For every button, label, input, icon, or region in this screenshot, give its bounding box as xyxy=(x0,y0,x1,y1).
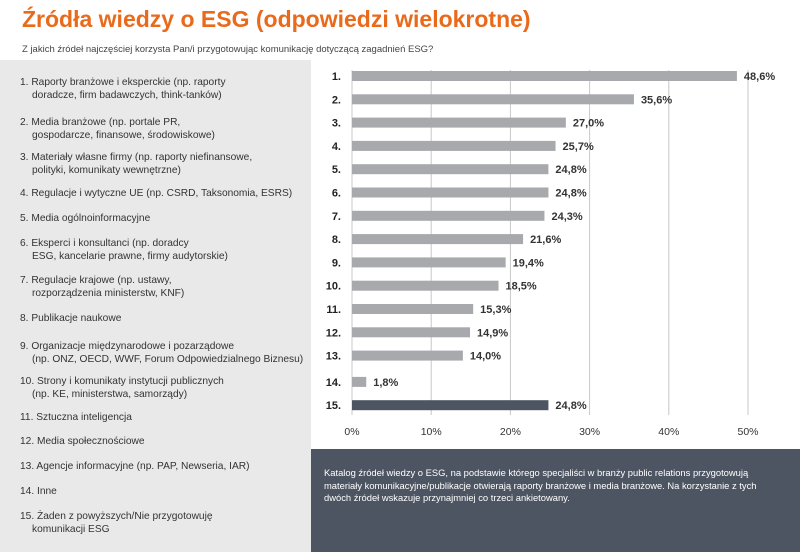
category-label: 12. xyxy=(326,327,341,339)
legend-panel: 1. Raporty branżowe i eksperckie (np. ra… xyxy=(0,60,311,552)
bar xyxy=(352,94,634,105)
legend-item-label: 14. Inne xyxy=(20,486,57,497)
data-label: 27,0% xyxy=(573,118,604,130)
legend-item: 11. Sztuczna inteligencja xyxy=(20,411,306,424)
data-label: 25,7% xyxy=(563,141,594,153)
bar xyxy=(352,304,474,314)
data-label: 21,6% xyxy=(530,234,561,246)
bar xyxy=(352,164,549,175)
data-label: 19,4% xyxy=(513,257,544,269)
category-label: 14. xyxy=(326,377,341,389)
category-label: 4. xyxy=(332,141,341,153)
bar xyxy=(352,350,463,361)
category-label: 11. xyxy=(326,304,341,316)
legend-item: 7. Regulacje krajowe (np. ustawy, rozporz… xyxy=(20,274,306,300)
category-label: 1. xyxy=(332,71,341,83)
legend-item: 5. Media ogólnoinformacyjne xyxy=(20,212,306,225)
data-label: 14,0% xyxy=(470,351,501,363)
legend-item: 1. Raporty branżowe i eksperckie (np. ra… xyxy=(20,76,306,102)
data-label: 24,3% xyxy=(551,211,582,223)
category-label: 10. xyxy=(326,281,341,293)
legend-item-label: 10. Strony i komunikaty instytucji publi… xyxy=(20,376,224,387)
legend-item: 6. Eksperci i konsultanci (np. doradcy ES… xyxy=(20,237,306,263)
bar xyxy=(352,400,549,411)
bar xyxy=(352,280,499,291)
legend-item: 15. Żaden z powyższych/Nie przygotowuję k… xyxy=(20,510,306,536)
bar-chart: 0% 10% 20% 30% 40% 50% 1. 48,6% 2. 35,6% 3. 27,0% 4.… xyxy=(326,70,775,438)
category-label: 2. xyxy=(332,94,341,106)
legend-item-label: 2. Media branżowe (np. portale PR, xyxy=(20,117,181,128)
bar xyxy=(352,257,506,268)
legend-item-label: 9. Organizacje międzynarodowe i pozarząd… xyxy=(20,341,235,352)
legend-item: 8. Publikacje naukowe xyxy=(20,312,306,325)
category-label: 15. xyxy=(326,400,341,412)
legend-item-label: 4. Regulacje i wytyczne UE (np. CSRD, Ta… xyxy=(20,188,293,199)
legend-item-label: 3. Materiały własne firmy (np. raporty n… xyxy=(20,152,253,163)
x-tick-label: 40% xyxy=(658,426,679,438)
legend-item-label-continued: polityki, komunikaty wewnętrzne) xyxy=(32,165,181,176)
legend-item-label-continued: doradcze, firm badawczych, think-tanków) xyxy=(32,90,222,101)
x-tick-label: 20% xyxy=(500,426,521,438)
legend-item-label-continued: komunikacji ESG xyxy=(32,524,110,535)
legend-item-label-continued: (np. KE, ministerstwa, samorządy) xyxy=(32,389,188,400)
data-label: 15,3% xyxy=(480,304,511,316)
data-label: 14,9% xyxy=(477,327,508,339)
legend-item-label: 5. Media ogólnoinformacyjne xyxy=(20,213,151,224)
legend-item-label: 7. Regulacje krajowe (np. ustawy, xyxy=(20,275,172,286)
bar xyxy=(352,117,566,128)
legend-item-label: 13. Agencje informacyjne (np. PAP, Newse… xyxy=(20,461,250,472)
legend-item-label: 12. Media społecznościowe xyxy=(20,436,145,447)
legend-item-label-continued: gospodarcze, finansowe, środowiskowe) xyxy=(32,130,215,141)
note-panel: Katalog źródeł wiedzy o ESG, na podstawi… xyxy=(311,449,800,552)
bar xyxy=(352,187,549,198)
legend-item: 14. Inne xyxy=(20,485,306,498)
legend-item-label: 6. Eksperci i konsultanci (np. doradcy xyxy=(20,238,189,249)
legend-item: 12. Media społecznościowe xyxy=(20,435,306,448)
data-label: 35,6% xyxy=(641,94,672,106)
data-label: 1,8% xyxy=(373,377,398,389)
legend-item-label: 1. Raporty branżowe i eksperckie (np. ra… xyxy=(20,77,226,88)
legend-item-label: 15. Żaden z powyższych/Nie przygotowuję xyxy=(20,511,213,522)
bar xyxy=(352,210,545,221)
legend-item: 13. Agencje informacyjne (np. PAP, Newse… xyxy=(20,460,306,473)
page-title: Źródła wiedzy o ESG (odpowiedzi wielokro… xyxy=(22,6,531,32)
bar xyxy=(352,234,524,245)
bar xyxy=(352,71,737,81)
data-label: 24,8% xyxy=(555,164,586,176)
category-label: 6. xyxy=(332,188,341,200)
note-text: Katalog źródeł wiedzy o ESG, na podstawi… xyxy=(324,467,757,503)
bar xyxy=(352,140,556,151)
x-tick-label: 30% xyxy=(579,426,600,438)
category-label: 7. xyxy=(332,211,341,223)
legend-item-label-continued: (np. ONZ, OECD, WWF, Forum Odpowiedzialn… xyxy=(32,354,304,365)
data-label: 48,6% xyxy=(744,71,775,83)
legend-item: 10. Strony i komunikaty instytucji publi… xyxy=(20,375,306,401)
bar xyxy=(352,376,367,387)
category-label: 5. xyxy=(332,164,341,176)
legend-item-label: 11. Sztuczna inteligencja xyxy=(20,412,132,423)
data-label: 18,5% xyxy=(506,281,537,293)
data-label: 24,8% xyxy=(555,188,586,200)
category-label: 8. xyxy=(332,234,341,246)
category-label: 9. xyxy=(332,257,341,269)
category-label: 3. xyxy=(332,118,341,130)
legend-item: 9. Organizacje międzynarodowe i pozarząd… xyxy=(20,340,306,366)
x-tick-label: 0% xyxy=(344,426,359,438)
data-label: 24,8% xyxy=(555,400,586,412)
legend-item: 3. Materiały własne firmy (np. raporty n… xyxy=(20,151,306,177)
x-tick-label: 10% xyxy=(421,426,442,438)
legend-item-label-continued: rozporządzenia ministerstw, KNF) xyxy=(32,288,185,299)
page-subtitle: Z jakich źródeł najczęściej korzysta Pan… xyxy=(22,44,434,55)
x-tick-label: 50% xyxy=(737,426,758,438)
legend-item-label-continued: ESG, kancelarie prawne, firmy audytorski… xyxy=(32,251,228,262)
bar xyxy=(352,327,471,338)
legend-item-label: 8. Publikacje naukowe xyxy=(20,313,122,324)
category-label: 13. xyxy=(326,351,341,363)
legend-item: 4. Regulacje i wytyczne UE (np. CSRD, Ta… xyxy=(20,187,306,200)
legend-item: 2. Media branżowe (np. portale PR, gospod… xyxy=(20,116,306,142)
